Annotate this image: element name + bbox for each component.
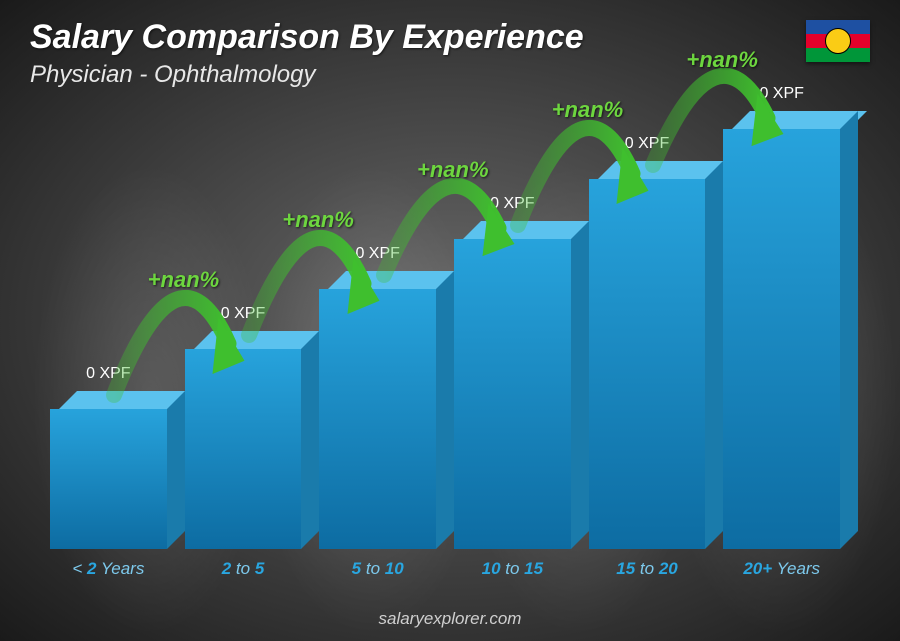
bar — [319, 271, 436, 549]
bar-value-label: 0 XPF — [759, 85, 803, 103]
bar-front-face — [589, 179, 706, 549]
bar — [454, 221, 571, 549]
bar — [185, 331, 302, 549]
bar-value-label: 0 XPF — [625, 135, 669, 153]
bar-front-face — [723, 129, 840, 549]
x-axis-label: 5 to 10 — [352, 559, 404, 579]
bar-side-face — [436, 271, 454, 549]
x-axis-label: 15 to 20 — [616, 559, 677, 579]
bar-slot: 0 XPF 10 to 15 — [454, 195, 571, 579]
bar-side-face — [840, 111, 858, 549]
bar-slot: 0 XPF < 2 Years — [50, 365, 167, 579]
increment-label: +nan% — [282, 207, 354, 233]
bar-value-label: 0 XPF — [86, 365, 130, 383]
bar-front-face — [185, 349, 302, 549]
bar — [723, 111, 840, 549]
x-axis-label: 10 to 15 — [482, 559, 543, 579]
chart-title: Salary Comparison By Experience — [30, 18, 584, 57]
bar-side-face — [167, 391, 185, 549]
bar-slot: 0 XPF 20+ Years — [723, 85, 840, 579]
flag-disc — [825, 28, 851, 54]
bar-value-label: 0 XPF — [221, 305, 265, 323]
bar-slot: 0 XPF 5 to 10 — [319, 245, 436, 579]
increment-label: +nan% — [686, 47, 758, 73]
bar-front-face — [454, 239, 571, 549]
bar-side-face — [705, 161, 723, 549]
footer-credit: salaryexplorer.com — [0, 609, 900, 629]
bar-front-face — [319, 289, 436, 549]
x-axis-label: 20+ Years — [743, 559, 820, 579]
bar-chart: 0 XPF< 2 Years0 XPF2 to 50 XPF5 to 100 X… — [50, 99, 840, 579]
bar-side-face — [571, 221, 589, 549]
flag-icon — [806, 20, 870, 62]
chart-header: Salary Comparison By Experience Physicia… — [30, 18, 584, 89]
x-axis-label: < 2 Years — [72, 559, 144, 579]
bar-slot: 0 XPF 15 to 20 — [589, 135, 706, 579]
bar-slot: 0 XPF 2 to 5 — [185, 305, 302, 579]
bar-value-label: 0 XPF — [490, 195, 534, 213]
increment-label: +nan% — [417, 157, 489, 183]
x-axis-label: 2 to 5 — [222, 559, 265, 579]
bar-value-label: 0 XPF — [355, 245, 399, 263]
chart-subtitle: Physician - Ophthalmology — [30, 61, 584, 89]
bar-front-face — [50, 409, 167, 549]
bar — [50, 391, 167, 549]
increment-label: +nan% — [552, 97, 624, 123]
bar-side-face — [301, 331, 319, 549]
increment-label: +nan% — [148, 267, 220, 293]
bar — [589, 161, 706, 549]
